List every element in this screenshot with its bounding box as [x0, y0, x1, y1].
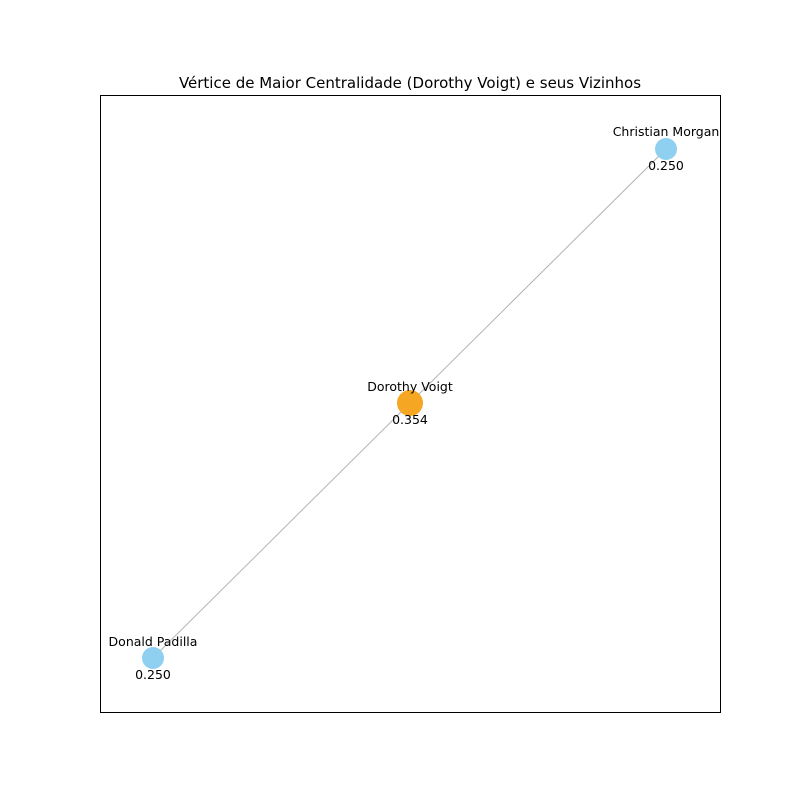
edge-dorothy-donald [152, 402, 411, 659]
node-dorothy-voigt: Dorothy Voigt 0.354 [367, 379, 453, 427]
node-marker [397, 390, 423, 416]
figure-title: Vértice de Maior Centralidade (Dorothy V… [179, 74, 641, 92]
node-label: Christian Morgan [613, 124, 720, 139]
node-label: Donald Padilla [109, 634, 198, 649]
plot-frame [100, 95, 721, 713]
node-centrality-value: 0.250 [135, 667, 171, 682]
node-donald-padilla: Donald Padilla 0.250 [109, 634, 198, 682]
node-centrality-value: 0.354 [392, 412, 428, 427]
node-label: Dorothy Voigt [367, 379, 453, 394]
node-marker [655, 138, 677, 160]
node-centrality-value: 0.250 [648, 158, 684, 173]
node-marker [142, 647, 164, 669]
node-christian-morgan: Christian Morgan 0.250 [613, 124, 720, 173]
edge-dorothy-christian [409, 148, 667, 404]
edges-layer [152, 148, 667, 659]
